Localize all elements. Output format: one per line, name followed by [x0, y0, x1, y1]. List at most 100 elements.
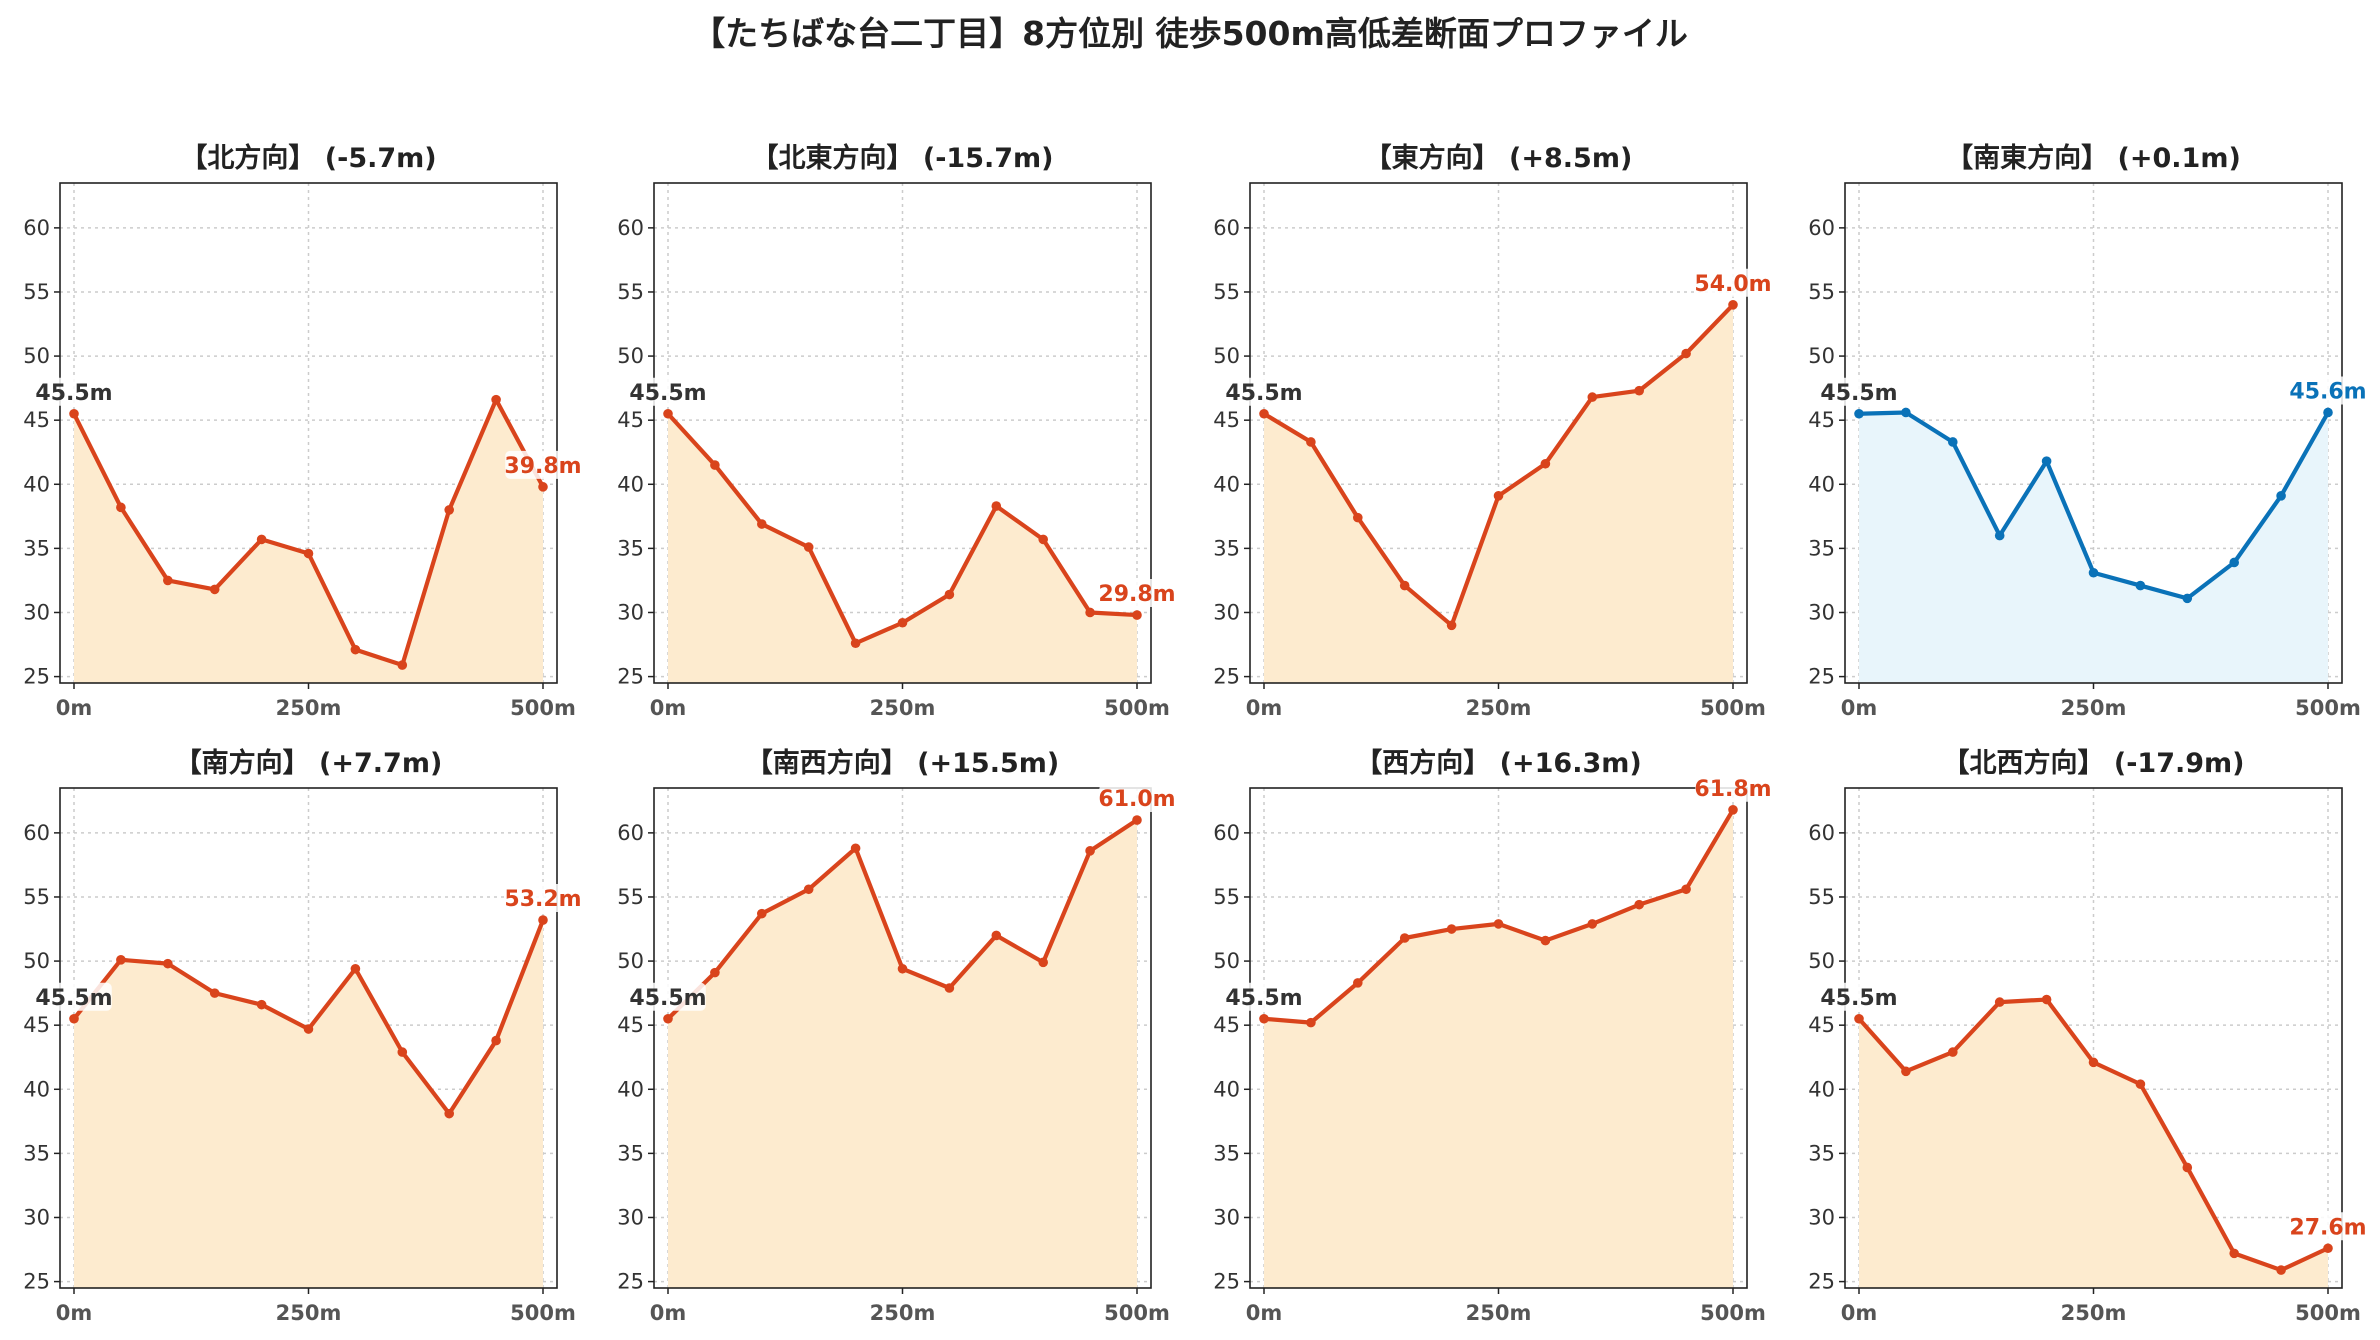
- start-elevation-label-group: 45.5m: [629, 982, 707, 1011]
- data-point: [397, 1047, 408, 1057]
- y-tick-label: 60: [1808, 216, 1835, 240]
- end-elevation-label-group: 54.0m: [1694, 268, 1772, 297]
- area-fill: [1859, 412, 2328, 683]
- end-elevation-label-group: 27.6m: [2289, 1212, 2367, 1241]
- data-point: [1446, 620, 1457, 631]
- data-point: [1728, 299, 1738, 310]
- y-tick-label: 25: [1213, 1270, 1240, 1294]
- x-tick-label: 250m: [870, 696, 936, 720]
- data-point: [2041, 456, 2052, 467]
- start-elevation-label: 45.5m: [629, 986, 706, 1011]
- y-tick-label: 40: [23, 472, 50, 496]
- start-elevation-label: 45.5m: [1225, 986, 1302, 1011]
- data-point: [2323, 407, 2333, 418]
- y-tick-label: 30: [1213, 1205, 1240, 1229]
- x-tick-label: 500m: [1700, 1301, 1766, 1325]
- x-tick-label: 500m: [2295, 696, 2361, 720]
- x-tick-label: 250m: [276, 1301, 342, 1325]
- end-elevation-label-group: 53.2m: [504, 884, 582, 913]
- data-point: [2276, 491, 2286, 501]
- y-tick-label: 30: [1213, 600, 1240, 624]
- data-point: [209, 988, 220, 998]
- data-point: [1493, 491, 1504, 501]
- data-point: [116, 502, 126, 513]
- panel-title: 【北方向】 (-5.7m): [180, 142, 436, 174]
- end-elevation-label-backing: [1695, 773, 1771, 802]
- area-fill: [1264, 304, 1733, 683]
- data-point: [991, 501, 1002, 511]
- data-point: [163, 575, 173, 586]
- data-point: [1948, 1047, 1958, 1057]
- data-point: [350, 963, 361, 974]
- data-point: [1901, 1066, 1911, 1077]
- y-tick-label: 35: [1213, 1141, 1240, 1165]
- y-tick-label: 45: [1808, 1013, 1835, 1037]
- data-point: [1259, 1013, 1269, 1024]
- end-elevation-label: 45.6m: [2289, 379, 2366, 404]
- y-tick-label: 25: [23, 1270, 50, 1294]
- data-point: [350, 644, 361, 655]
- data-point: [1994, 530, 2005, 541]
- y-tick-label: 55: [617, 885, 644, 909]
- data-point: [1132, 815, 1142, 825]
- panel-2: 【東方向】 (+8.5m) 25 30 35 40 45 50 55 60 0m 250m 500m 4…: [1213, 142, 1771, 720]
- data-point: [897, 617, 908, 628]
- data-point: [2182, 593, 2193, 604]
- y-tick-label: 40: [1213, 472, 1240, 496]
- data-point: [397, 660, 408, 670]
- panel-title: 【南方向】 (+7.7m): [175, 747, 443, 779]
- start-elevation-label: 45.5m: [1820, 986, 1897, 1011]
- y-tick-label: 35: [1213, 536, 1240, 560]
- data-point: [757, 519, 767, 529]
- area-fill: [668, 820, 1137, 1288]
- area-fill: [1264, 809, 1733, 1288]
- start-elevation-label-group: 45.5m: [629, 377, 707, 406]
- y-tick-label: 30: [617, 600, 644, 624]
- y-tick-label: 50: [1808, 949, 1835, 973]
- data-point: [897, 963, 908, 974]
- end-elevation-label: 54.0m: [1694, 272, 1771, 297]
- y-tick-label: 45: [617, 408, 644, 432]
- x-tick-label: 250m: [2061, 696, 2127, 720]
- data-point: [2135, 1079, 2146, 1089]
- data-point: [1132, 610, 1142, 620]
- data-point: [1540, 935, 1551, 946]
- y-tick-label: 45: [617, 1013, 644, 1037]
- data-point: [303, 548, 314, 559]
- panel-3: 【南東方向】 (+0.1m) 25 30 35 40 45 50 55 60 0m 250m 500m…: [1808, 142, 2366, 720]
- data-point: [1854, 408, 1864, 419]
- x-tick-label: 500m: [1104, 696, 1170, 720]
- y-tick-label: 40: [23, 1077, 50, 1101]
- y-tick-label: 55: [617, 280, 644, 304]
- y-tick-label: 45: [1213, 1013, 1240, 1037]
- start-elevation-label-backing: [1226, 377, 1302, 406]
- data-point: [850, 843, 861, 854]
- start-elevation-label-backing: [36, 377, 112, 406]
- y-tick-label: 55: [1808, 885, 1835, 909]
- data-point: [1353, 978, 1363, 988]
- y-tick-label: 25: [1808, 1270, 1835, 1294]
- start-elevation-label-group: 45.5m: [1225, 377, 1303, 406]
- data-point: [944, 983, 955, 993]
- panel-4: 【南方向】 (+7.7m) 25 30 35 40 45 50 55 60 0m 250m 500m 4…: [23, 747, 581, 1325]
- data-point: [1038, 534, 1048, 545]
- end-elevation-label-backing: [1099, 579, 1175, 608]
- data-point: [2135, 580, 2146, 591]
- data-point: [1634, 385, 1644, 396]
- y-tick-label: 30: [23, 600, 50, 624]
- y-tick-label: 40: [1213, 1077, 1240, 1101]
- y-tick-label: 25: [23, 665, 50, 689]
- y-tick-label: 40: [1808, 472, 1835, 496]
- y-tick-label: 25: [1808, 665, 1835, 689]
- x-tick-label: 500m: [510, 696, 576, 720]
- data-point: [538, 915, 548, 925]
- data-point: [710, 460, 720, 470]
- end-elevation-label: 39.8m: [504, 454, 581, 479]
- y-tick-label: 35: [1808, 536, 1835, 560]
- start-elevation-label-group: 45.5m: [1820, 377, 1898, 406]
- data-point: [1587, 392, 1598, 402]
- y-tick-label: 50: [617, 949, 644, 973]
- panel-5: 【南西方向】 (+15.5m) 25 30 35 40 45 50 55 60 0m 250m 500…: [617, 747, 1175, 1325]
- y-tick-label: 45: [23, 1013, 50, 1037]
- end-elevation-label-backing: [2290, 1212, 2366, 1241]
